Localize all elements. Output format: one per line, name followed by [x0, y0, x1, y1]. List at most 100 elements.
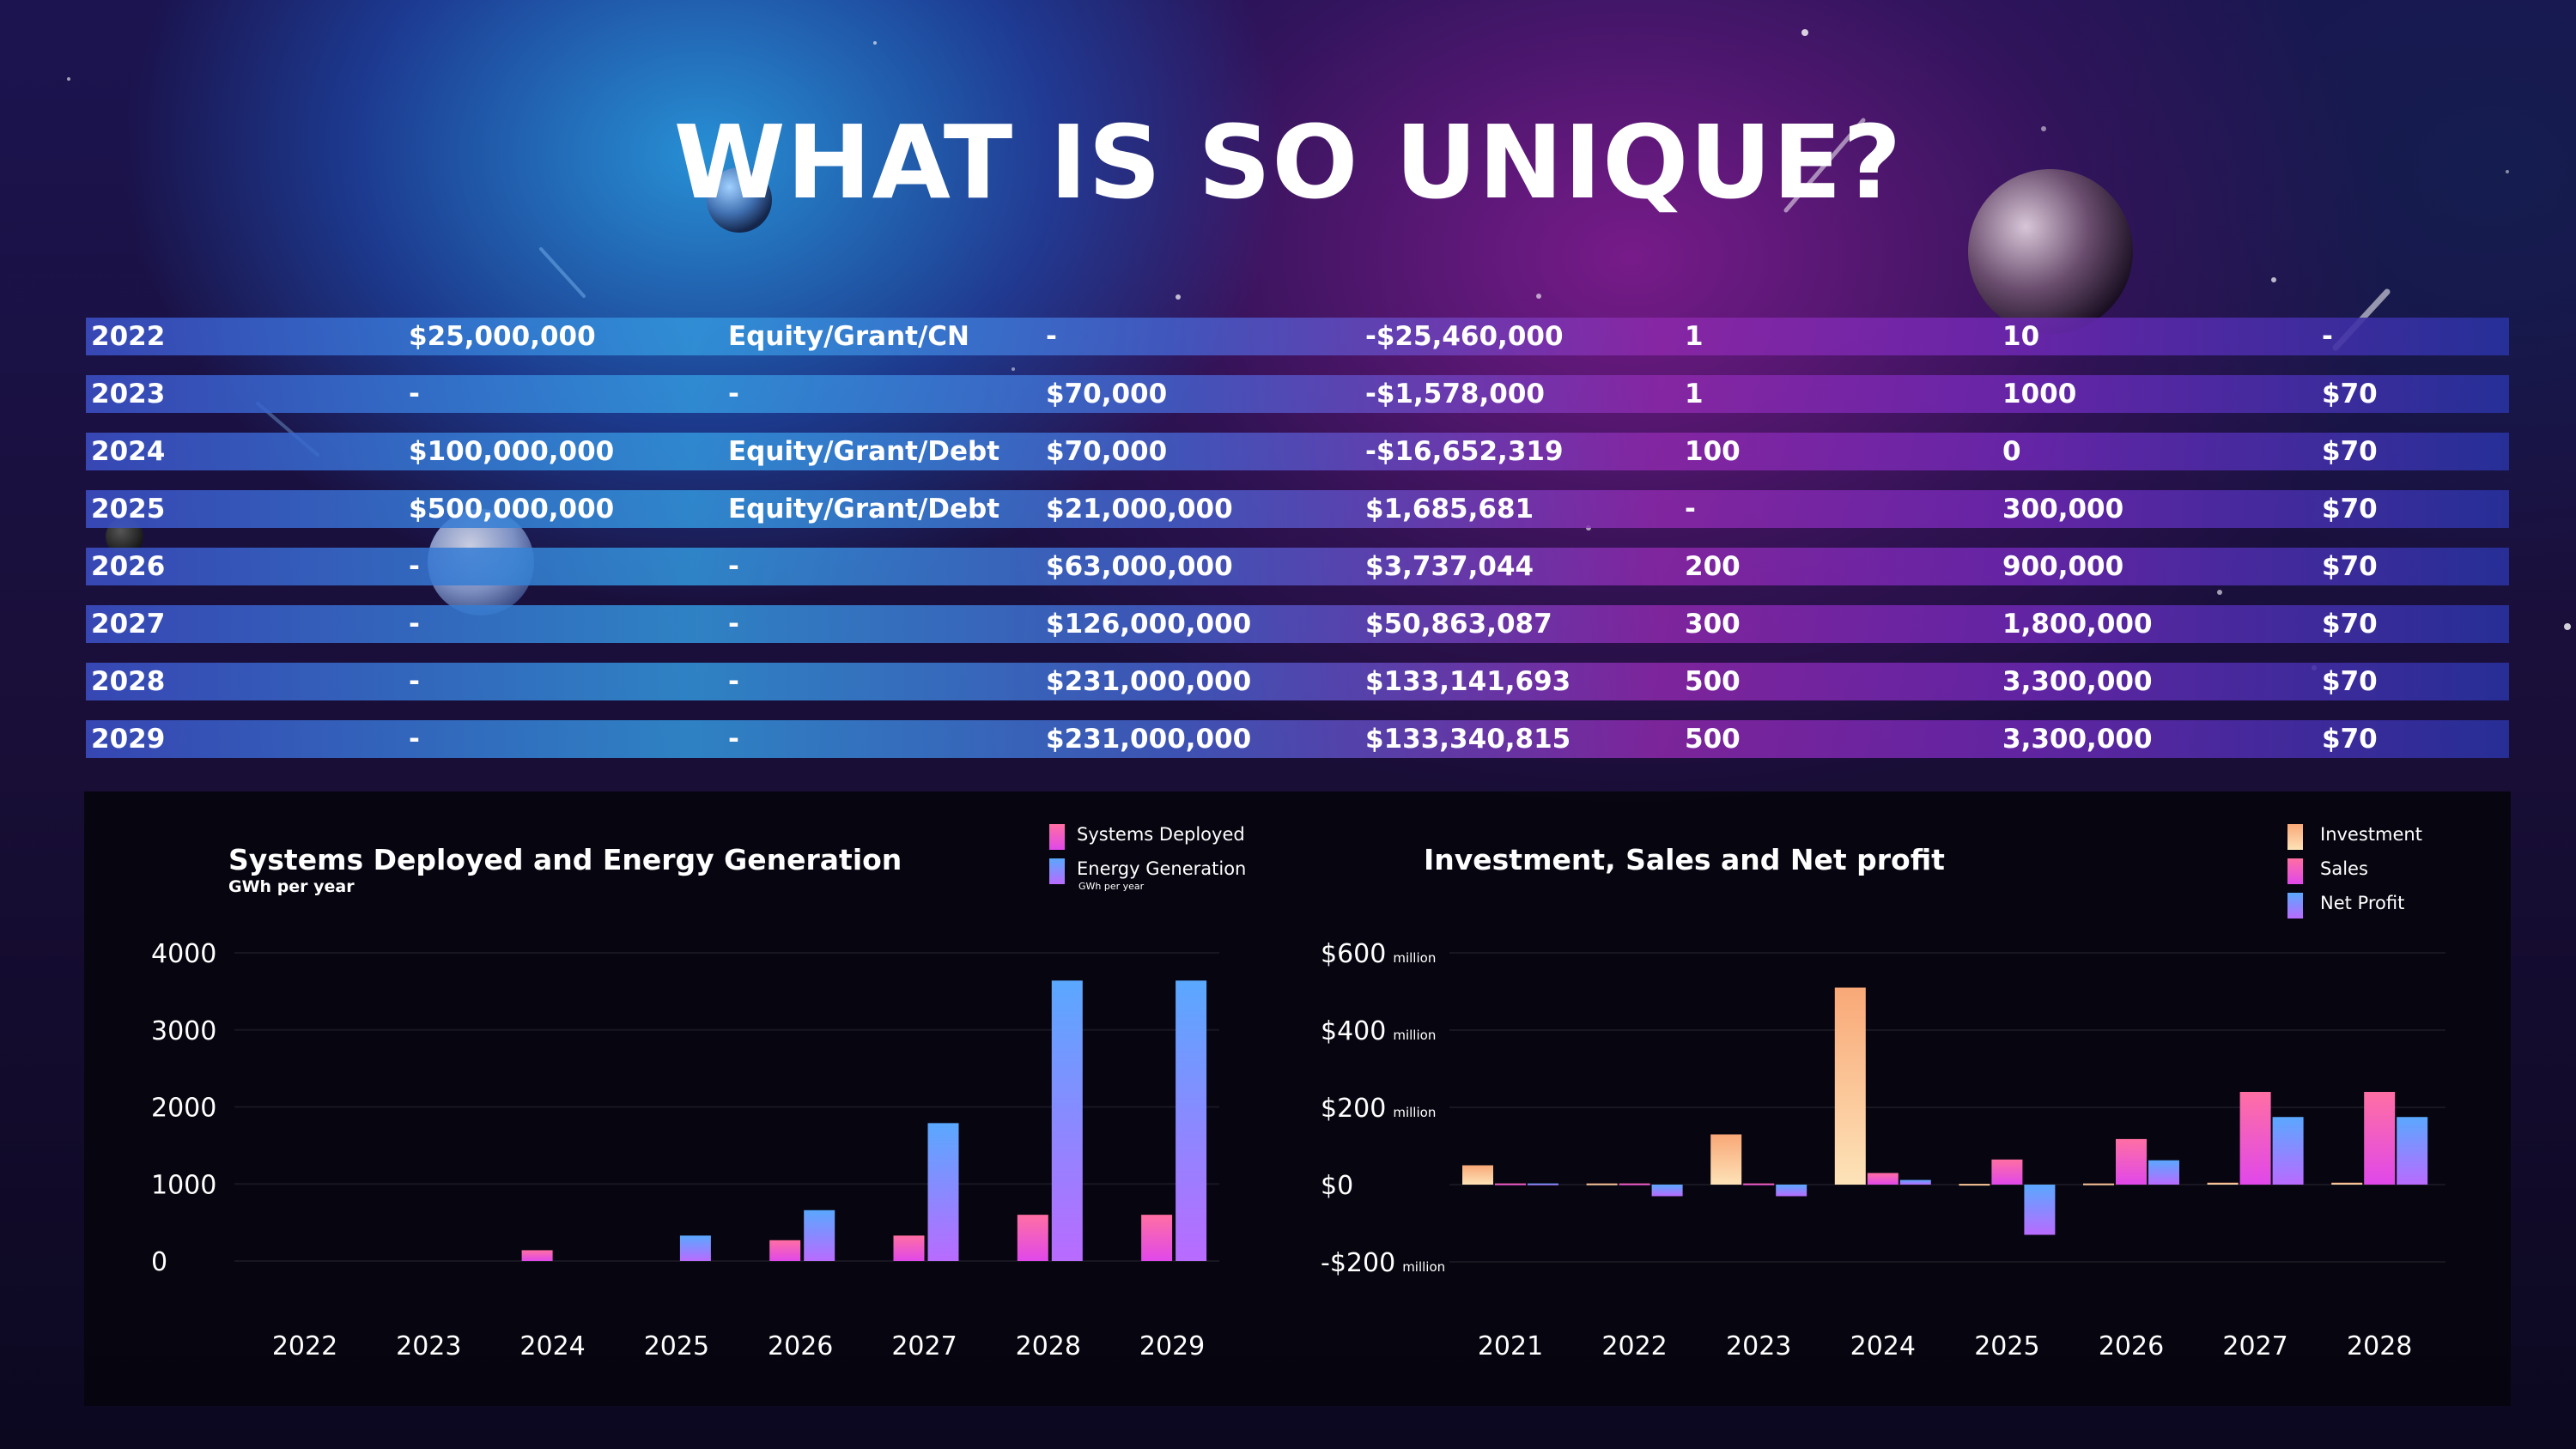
table-cell: $63,000,000 — [1046, 551, 1233, 582]
x-tick-label: 2026 — [768, 1331, 833, 1361]
table-cell: 1 — [1685, 379, 1704, 409]
bar — [2207, 1182, 2239, 1185]
bar — [1141, 1215, 1173, 1261]
bar — [1834, 987, 1866, 1185]
bar — [1017, 1215, 1048, 1261]
y-tick-label: $200 million — [1321, 1094, 1436, 1124]
x-tick-label: 2027 — [2222, 1331, 2287, 1361]
table-cell: -$25,460,000 — [1365, 321, 1564, 352]
x-tick-label: 2024 — [1850, 1331, 1916, 1361]
table-cell: 1,800,000 — [2002, 609, 2153, 640]
bar — [1651, 1185, 1683, 1197]
x-tick-label: 2025 — [1974, 1331, 2039, 1361]
table-row: 2025 $500,000,000 Equity/Grant/Debt $21,000… — [86, 490, 2509, 528]
comet-decoration — [539, 247, 586, 298]
table-cell: $500,000,000 — [409, 494, 615, 524]
bar — [769, 1240, 801, 1261]
bar — [1776, 1185, 1807, 1197]
table-cell: 1 — [1685, 321, 1704, 352]
bar — [2331, 1182, 2363, 1185]
table-cell: $70 — [2322, 551, 2378, 582]
table-cell: $3,737,044 — [1365, 551, 1534, 582]
table-cell: $70 — [2322, 609, 2378, 640]
x-tick-label: 2026 — [2099, 1331, 2164, 1361]
table-cell: - — [728, 379, 739, 409]
table-cell: 2025 — [91, 494, 166, 524]
x-tick-label: 2023 — [1726, 1331, 1791, 1361]
table-cell: $70 — [2322, 379, 2378, 409]
x-tick-label: 2022 — [1601, 1331, 1667, 1361]
table-row: 2029 - - $231,000,000 $133,340,815 500 3,300,0… — [86, 720, 2509, 758]
table-cell: - — [728, 609, 739, 640]
bar — [1051, 980, 1083, 1261]
legend-swatch-sales — [2287, 858, 2303, 884]
chart2-title: Investment, Sales and Net profit — [1424, 843, 1945, 876]
table-cell: - — [1685, 494, 1696, 524]
legend-swatch-net-profit — [2287, 893, 2303, 919]
legend-swatch-energy-generation — [1049, 858, 1065, 884]
table-cell: $133,141,693 — [1365, 666, 1571, 697]
table-cell: - — [728, 724, 739, 755]
investment-sales-profit-chart: $600 million $400 million $200 million $0 -$200… — [1321, 939, 2445, 1361]
table-cell: 2028 — [91, 666, 166, 697]
y-tick-label: $400 million — [1321, 1016, 1436, 1046]
bar — [521, 1250, 553, 1261]
legend-label-sales: Sales — [2320, 858, 2368, 879]
bar — [1959, 1184, 1990, 1186]
table-cell: 200 — [1685, 551, 1741, 582]
table-cell: $126,000,000 — [1046, 609, 1252, 640]
legend-swatch-systems-deployed — [1049, 824, 1065, 850]
table-cell: 300,000 — [2002, 494, 2124, 524]
table-cell: $70 — [2322, 494, 2378, 524]
table-row: 2027 - - $126,000,000 $50,863,087 300 1,800,00… — [86, 605, 2509, 643]
legend-label-net-profit: Net Profit — [2320, 893, 2405, 913]
bar — [1528, 1183, 1558, 1185]
x-tick-label: 2028 — [2347, 1331, 2412, 1361]
table-cell: 3,300,000 — [2002, 724, 2153, 755]
table-cell: - — [409, 666, 420, 697]
y-tick-label: 2000 — [151, 1094, 216, 1124]
bar — [1743, 1183, 1775, 1185]
bar — [1991, 1159, 2023, 1185]
table-cell: $100,000,000 — [409, 436, 615, 467]
table-cell: 100 — [1685, 436, 1741, 467]
table-cell: 2029 — [91, 724, 166, 755]
table-cell: $133,340,815 — [1365, 724, 1571, 755]
table-cell: $231,000,000 — [1046, 724, 1252, 755]
table-cell: 1000 — [2002, 379, 2077, 409]
table-cell: 2026 — [91, 551, 166, 582]
legend-label-energy-generation: Energy Generation — [1077, 858, 1247, 879]
table-cell: $70,000 — [1046, 436, 1168, 467]
bar — [1899, 1179, 1931, 1185]
table-cell: $70 — [2322, 436, 2378, 467]
bar — [679, 1235, 711, 1261]
table-row: 2023 - - $70,000 -$1,578,000 1 1000 $70 — [86, 375, 2509, 413]
bar — [2364, 1092, 2396, 1185]
y-tick-label: $0 — [1321, 1171, 1353, 1201]
table-cell: 2027 — [91, 609, 166, 640]
y-tick-label: 1000 — [151, 1170, 216, 1200]
table-cell: $70 — [2322, 666, 2378, 697]
table-cell: 900,000 — [2002, 551, 2124, 582]
bar — [927, 1123, 959, 1261]
table-cell: $21,000,000 — [1046, 494, 1233, 524]
bar — [1710, 1134, 1742, 1185]
table-cell: - — [409, 551, 420, 582]
page-title: WHAT IS SO UNIQUE? — [673, 103, 1903, 221]
table-cell: - — [2322, 321, 2333, 352]
x-tick-label: 2025 — [644, 1331, 709, 1361]
legend-sublabel-energy-generation: GWh per year — [1078, 881, 1145, 892]
data-table: 2022 $25,000,000 Equity/Grant/CN - -$25,460,… — [86, 318, 2509, 778]
legend-label-investment: Investment — [2320, 824, 2422, 845]
table-cell: $231,000,000 — [1046, 666, 1252, 697]
bar — [1462, 1165, 1493, 1185]
bar — [1495, 1183, 1526, 1185]
table-cell: 500 — [1685, 724, 1741, 755]
bar — [2239, 1092, 2271, 1185]
legend-label-systems-deployed: Systems Deployed — [1077, 824, 1245, 845]
bar — [2272, 1117, 2304, 1185]
table-cell: -$16,652,319 — [1365, 436, 1564, 467]
table-row: 2024 $100,000,000 Equity/Grant/Debt $70,000… — [86, 433, 2509, 470]
table-cell: - — [409, 609, 420, 640]
table-cell: $70 — [2322, 724, 2378, 755]
